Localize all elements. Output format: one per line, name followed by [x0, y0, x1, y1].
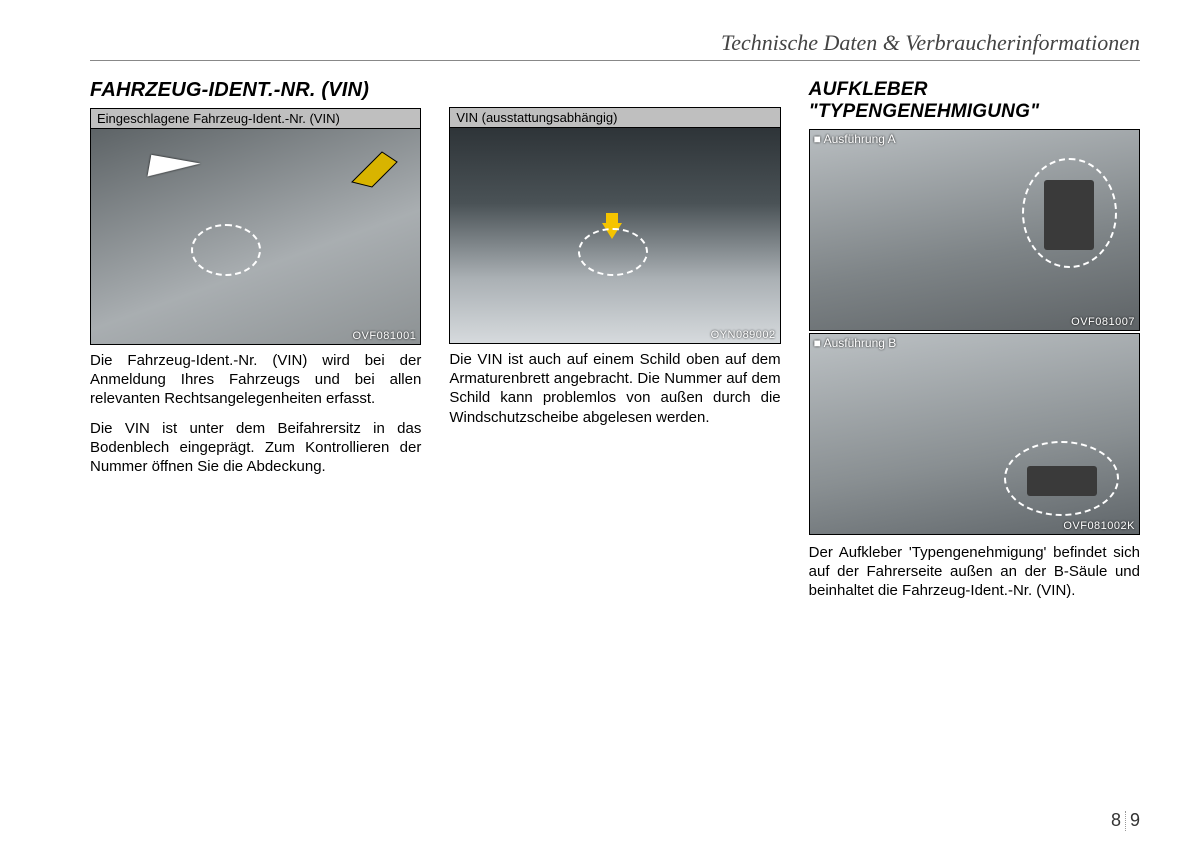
figure-type-a: ■ Ausführung A OVF081007: [809, 129, 1140, 331]
page-header: Technische Daten & Verbraucherinformatio…: [90, 30, 1140, 61]
page-index: 9: [1130, 810, 1140, 831]
page-number: 8 9: [1111, 810, 1140, 831]
figA-image: ■ Ausführung A OVF081007: [810, 130, 1139, 330]
section1-para2: Die VIN ist unter dem Beifahrersitz in d…: [90, 419, 421, 477]
column-2: VIN (ausstattungsabhängig) OYN089002 Die…: [449, 79, 780, 611]
section3-title: AUFKLEBER "TYPENGENEHMIGUNG": [809, 79, 1140, 123]
figure-vin-stamped: Eingeschlagene Fahrzeug-Ident.-Nr. (VIN)…: [90, 108, 421, 345]
figure-type-b: ■ Ausführung B OVF081002K: [809, 333, 1140, 535]
chapter-number: 8: [1111, 810, 1121, 831]
figB-image: ■ Ausführung B OVF081002K: [810, 334, 1139, 534]
figA-mini: ■ Ausführung A: [814, 132, 896, 146]
section2-para1: Die VIN ist auch auf einem Schild oben a…: [449, 350, 780, 427]
section1-para1: Die Fahrzeug-Ident.-Nr. (VIN) wird bei d…: [90, 351, 421, 409]
content-columns: FAHRZEUG-IDENT.-NR. (VIN) Eingeschlagene…: [90, 79, 1140, 611]
section1-title: FAHRZEUG-IDENT.-NR. (VIN): [90, 79, 421, 102]
fig1-code: OVF081001: [353, 330, 417, 342]
fig1-caption: Eingeschlagene Fahrzeug-Ident.-Nr. (VIN): [91, 109, 420, 129]
figure-vin-dashboard: VIN (ausstattungsabhängig) OYN089002: [449, 107, 780, 344]
section3-para1: Der Aufkleber 'Typengenehmigung' befinde…: [809, 543, 1140, 601]
fig1-image: OVF081001: [91, 129, 420, 344]
column-1: FAHRZEUG-IDENT.-NR. (VIN) Eingeschlagene…: [90, 79, 421, 611]
figB-code: OVF081002K: [1063, 520, 1135, 532]
column-3: AUFKLEBER "TYPENGENEHMIGUNG" ■ Ausführun…: [809, 79, 1140, 611]
figB-mini: ■ Ausführung B: [814, 336, 897, 350]
fig2-image: OYN089002: [450, 128, 779, 343]
figA-code: OVF081007: [1071, 316, 1135, 328]
fig2-caption: VIN (ausstattungsabhängig): [450, 108, 779, 128]
fig2-code: OYN089002: [711, 329, 776, 341]
manual-page: Technische Daten & Verbraucherinformatio…: [0, 0, 1200, 845]
page-separator: [1125, 811, 1126, 831]
